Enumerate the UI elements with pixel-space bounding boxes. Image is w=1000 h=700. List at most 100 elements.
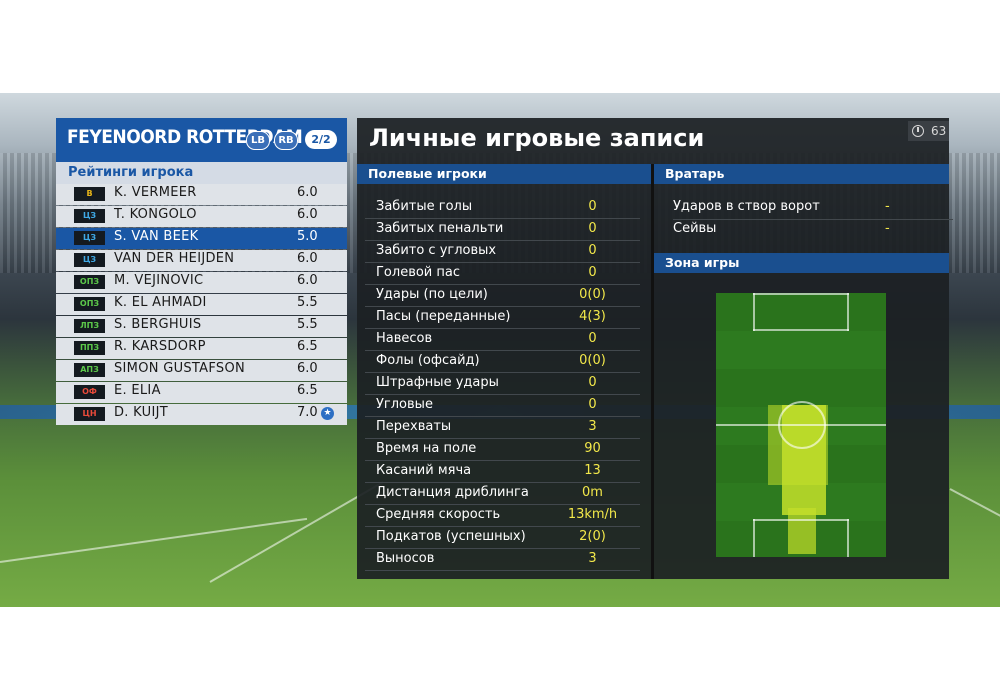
- stat-value: 90: [584, 441, 601, 456]
- stat-label: Штрафные удары: [376, 375, 499, 390]
- position-badge: ОПЗ: [74, 297, 105, 311]
- ratings-title: Рейтинги игрока: [56, 162, 347, 184]
- stat-row: Дистанция дриблинга 0m: [365, 483, 640, 505]
- stat-value: 2(0): [579, 529, 606, 544]
- pitch-line: [949, 488, 1000, 528]
- position-badge: ЦН: [74, 407, 105, 421]
- stat-row: Навесов 0: [365, 329, 640, 351]
- stat-row: Пасы (переданные) 4(3): [365, 307, 640, 329]
- position-badge: ЦЗ: [74, 209, 105, 223]
- player-rating: 6.0: [297, 273, 318, 288]
- stat-value: 13km/h: [567, 507, 618, 522]
- stat-row: Штрафные удары 0: [365, 373, 640, 395]
- stat-label: Выносов: [376, 551, 435, 566]
- stat-row: Забитых пенальти 0: [365, 219, 640, 241]
- play-zone-heatmap: [716, 293, 886, 557]
- pitch-marking: [753, 293, 849, 295]
- stat-label: Голевой пас: [376, 265, 460, 280]
- match-records-panel: Личные игровые записи 63 Полевые игроки …: [357, 118, 953, 579]
- lb-button[interactable]: LB: [246, 131, 270, 150]
- stat-value: 0(0): [579, 353, 606, 368]
- stat-value: 0: [588, 243, 597, 258]
- stat-value: 0: [588, 331, 597, 346]
- stat-row: Выносов 3: [365, 549, 640, 571]
- stat-value: 0: [588, 199, 597, 214]
- stat-value: 0(0): [579, 287, 606, 302]
- stat-row: Забито с угловых 0: [365, 241, 640, 263]
- player-row[interactable]: ОПЗ M. VEJINOVIC 6.0: [56, 272, 347, 293]
- team-name: FEYENOORD ROTTERDAM: [67, 126, 303, 148]
- player-rating: 5.5: [297, 317, 318, 332]
- pitch-marking: [753, 519, 755, 557]
- player-row[interactable]: ЦЗ S. VAN BEEK 5.0: [56, 228, 347, 249]
- stat-label: Забитые голы: [376, 199, 473, 214]
- player-row[interactable]: АПЗ SIMON GUSTAFSON 6.0: [56, 360, 347, 381]
- field-stats-list: Забитые голы 0 Забитых пенальти 0 Забито с у…: [365, 197, 640, 571]
- player-row[interactable]: В K. VERMEER 6.0: [56, 184, 347, 205]
- stat-label: Касаний мяча: [376, 463, 472, 478]
- stat-label: Подкатов (успешных): [376, 529, 526, 544]
- stat-label: Перехваты: [376, 419, 452, 434]
- player-name: VAN DER HEIJDEN: [114, 251, 235, 266]
- play-zone-header: Зона игры: [654, 253, 949, 273]
- player-list: В K. VERMEER 6.0 ЦЗ T. KONGOLO 6.0 ЦЗ S. VAN BE…: [56, 184, 347, 426]
- gk-stat-label: Ударов в створ ворот: [673, 199, 820, 214]
- stat-value: 0: [588, 397, 597, 412]
- player-row[interactable]: ЦН D. KUIJT 7.0 ★: [56, 404, 347, 425]
- position-badge: ОФ: [74, 385, 105, 399]
- stat-row: Время на поле 90: [365, 439, 640, 461]
- player-row[interactable]: ОФ E. ELIA 6.5: [56, 382, 347, 403]
- stat-label: Пасы (переданные): [376, 309, 511, 324]
- match-timer: 63: [908, 121, 949, 141]
- stat-row: Угловые 0: [365, 395, 640, 417]
- player-row[interactable]: ОПЗ K. EL AHMADI 5.5: [56, 294, 347, 315]
- position-badge: ОПЗ: [74, 275, 105, 289]
- team-header: FEYENOORD ROTTERDAM LB RB 2/2: [56, 118, 347, 162]
- position-badge: ЦЗ: [74, 231, 105, 245]
- player-name: D. KUIJT: [114, 405, 168, 420]
- pitch-marking: [847, 293, 849, 331]
- player-rating: 6.5: [297, 339, 318, 354]
- star-icon: ★: [321, 407, 334, 420]
- stat-label: Забитых пенальти: [376, 221, 504, 236]
- tab-goalkeeper[interactable]: Вратарь: [654, 164, 949, 184]
- stat-value: 3: [588, 419, 597, 434]
- player-name: K. EL AHMADI: [114, 295, 207, 310]
- player-name: R. KARSDORP: [114, 339, 206, 354]
- pitch-marking: [753, 329, 849, 331]
- rb-button[interactable]: RB: [274, 131, 298, 150]
- stat-row: Перехваты 3: [365, 417, 640, 439]
- tab-field-players[interactable]: Полевые игроки: [357, 164, 651, 184]
- player-name: E. ELIA: [114, 383, 161, 398]
- player-name: S. VAN BEEK: [114, 229, 199, 244]
- pitch-marking: [847, 519, 849, 557]
- player-rating: 5.0: [297, 229, 318, 244]
- stat-label: Забито с угловых: [376, 243, 497, 258]
- player-rating: 5.5: [297, 295, 318, 310]
- pitch-marking: [753, 293, 755, 331]
- stat-row: Средняя скорость 13km/h: [365, 505, 640, 527]
- player-rating: 6.5: [297, 383, 318, 398]
- stat-value: 4(3): [579, 309, 606, 324]
- position-badge: АПЗ: [74, 363, 105, 377]
- player-name: M. VEJINOVIC: [114, 273, 204, 288]
- stat-value: 13: [584, 463, 601, 478]
- stat-value: 0m: [582, 485, 603, 500]
- player-row[interactable]: ППЗ R. KARSDORP 6.5: [56, 338, 347, 359]
- page-indicator: 2/2: [305, 130, 337, 149]
- position-badge: В: [74, 187, 105, 201]
- timer-value: 63: [931, 124, 947, 138]
- player-rating: 7.0: [297, 405, 318, 420]
- player-row[interactable]: ЦЗ VAN DER HEIJDEN 6.0: [56, 250, 347, 271]
- player-name: T. KONGOLO: [114, 207, 197, 222]
- pitch-line: [0, 517, 308, 563]
- player-row[interactable]: ЛПЗ S. BERGHUIS 5.5: [56, 316, 347, 337]
- stat-label: Удары (по цели): [376, 287, 488, 302]
- player-row[interactable]: ЦЗ T. KONGOLO 6.0: [56, 206, 347, 227]
- stat-label: Дистанция дриблинга: [376, 485, 529, 500]
- player-rating: 6.0: [297, 185, 318, 200]
- player-rating: 6.0: [297, 251, 318, 266]
- position-badge: ЦЗ: [74, 253, 105, 267]
- stat-row: Касаний мяча 13: [365, 461, 640, 483]
- center-circle: [778, 401, 826, 449]
